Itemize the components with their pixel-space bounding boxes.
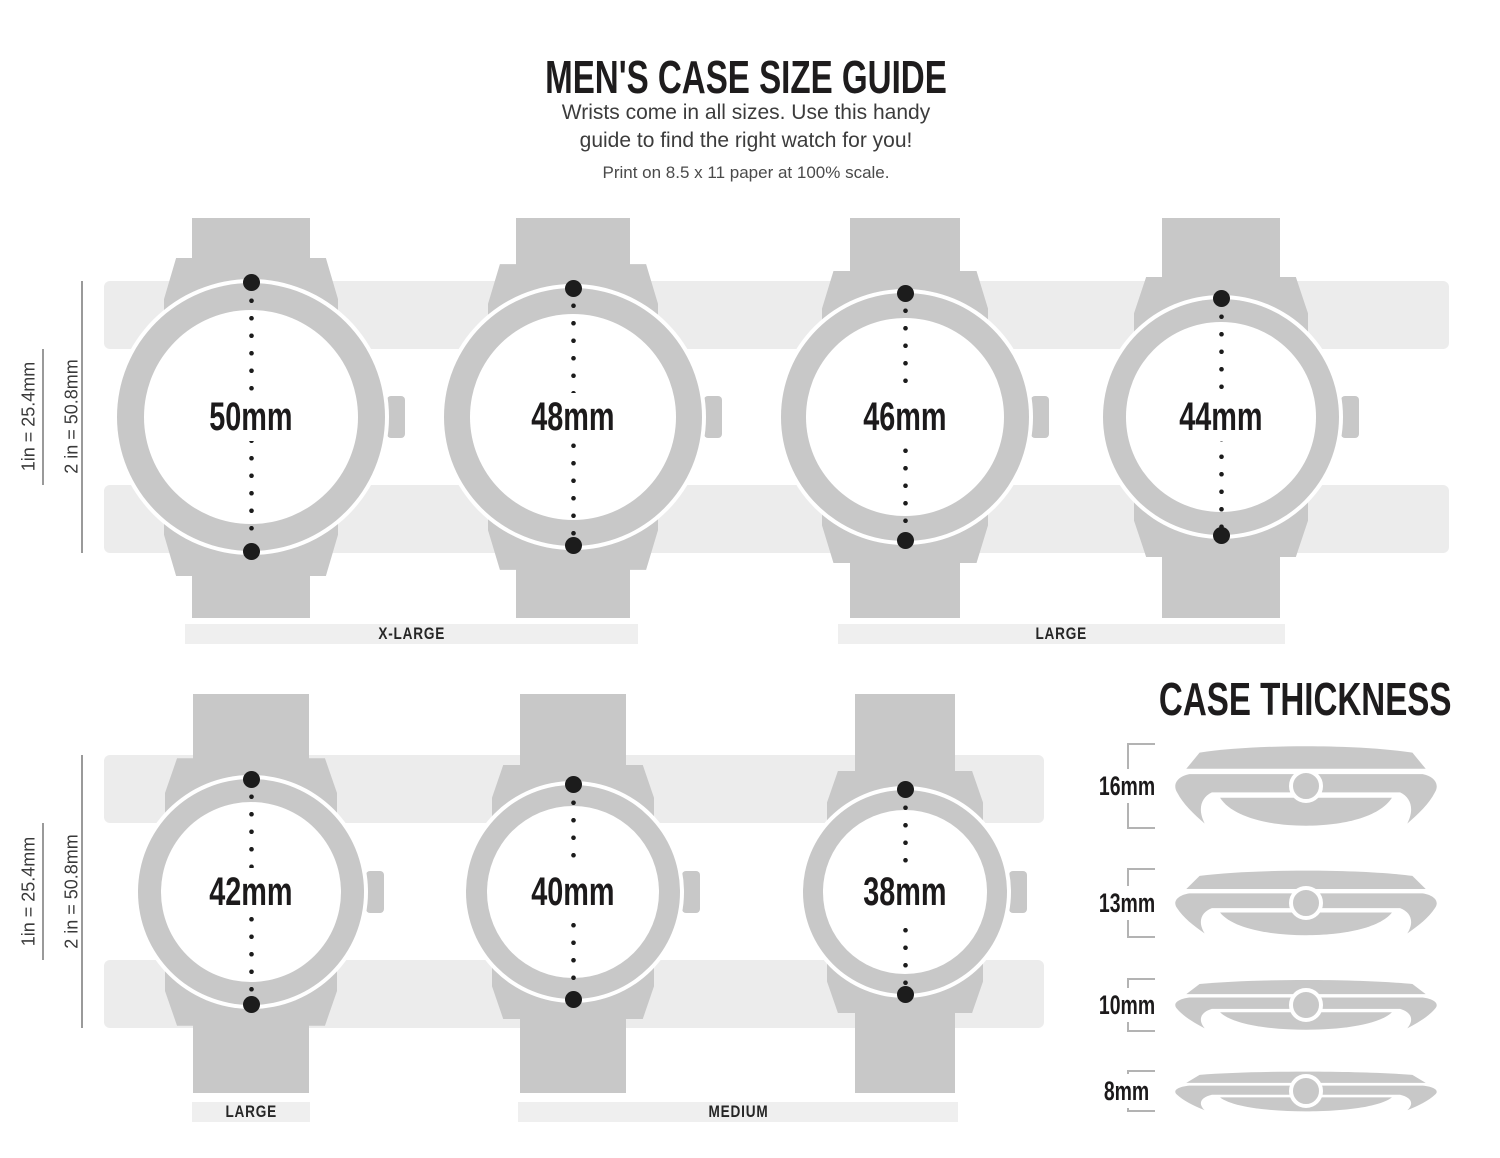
watch-crown bbox=[703, 396, 722, 438]
diameter-end-dot bbox=[896, 532, 914, 550]
case-side-profile bbox=[1173, 868, 1439, 938]
case-profile-svg bbox=[1175, 870, 1437, 936]
watch-crown bbox=[682, 871, 701, 913]
case-size-label-text: 46mm bbox=[863, 394, 947, 439]
group-label-bar: LARGE bbox=[192, 1102, 310, 1122]
page-title: MEN'S CASE SIZE GUIDE bbox=[0, 50, 1492, 104]
subtitle-line-1: Wrists come in all sizes. Use this handy bbox=[561, 101, 931, 124]
diameter-end-dot bbox=[564, 279, 582, 297]
case-size-label-text: 38mm bbox=[863, 869, 947, 914]
thickness-label: 16mm bbox=[1079, 769, 1175, 803]
case-size-label: 42mm bbox=[193, 868, 309, 916]
diameter-end-dot bbox=[564, 537, 582, 555]
case-thickness-title: CASE THICKNESS bbox=[1090, 672, 1500, 726]
group-label-bar: MEDIUM bbox=[518, 1102, 958, 1122]
one-inch-label: 1in = 25.4mm bbox=[18, 836, 39, 947]
one-inch-measure-line bbox=[42, 349, 44, 485]
diameter-end-dot bbox=[242, 274, 260, 292]
case-size-label: 48mm bbox=[515, 393, 631, 441]
profile-crown-circle bbox=[1289, 1074, 1323, 1108]
print-note: Print on 8.5 x 11 paper at 100% scale. bbox=[602, 163, 890, 182]
thickness-label-text: 8mm bbox=[1104, 1076, 1150, 1106]
watch-crown bbox=[1009, 871, 1028, 913]
group-label-text: LARGE bbox=[225, 1102, 277, 1121]
diameter-end-dot bbox=[1212, 290, 1230, 308]
two-inch-label: 2 in = 50.8mm bbox=[61, 359, 82, 474]
watch-crown bbox=[365, 871, 384, 913]
watch-crown bbox=[387, 396, 406, 438]
diameter-end-dot bbox=[1212, 526, 1230, 544]
group-label-text: X-LARGE bbox=[378, 624, 445, 643]
subtitle-line-2: guide to find the right watch for you! bbox=[579, 129, 913, 152]
case-profile-svg bbox=[1175, 746, 1437, 826]
diameter-end-dot bbox=[242, 770, 260, 788]
group-label-text: MEDIUM bbox=[708, 1102, 768, 1121]
one-inch-measure-line bbox=[42, 823, 44, 960]
group-label-bar: X-LARGE bbox=[185, 624, 638, 644]
thickness-label: 10mm bbox=[1079, 988, 1175, 1022]
one-inch-label: 1in = 25.4mm bbox=[18, 361, 39, 472]
case-size-label-text: 42mm bbox=[209, 869, 293, 914]
thickness-label: 13mm bbox=[1079, 886, 1175, 920]
case-size-label: 38mm bbox=[847, 868, 963, 916]
thickness-label-text: 10mm bbox=[1098, 990, 1156, 1020]
two-inch-measure-line bbox=[81, 755, 83, 1028]
profile-crown-circle bbox=[1289, 988, 1323, 1022]
case-size-label: 50mm bbox=[193, 393, 309, 441]
diameter-end-dot bbox=[564, 776, 582, 794]
watch-crown bbox=[1341, 396, 1360, 438]
diameter-end-dot bbox=[242, 996, 260, 1014]
thickness-label: 8mm bbox=[1079, 1074, 1175, 1108]
case-size-label-text: 44mm bbox=[1179, 394, 1263, 439]
diameter-end-dot bbox=[896, 284, 914, 302]
diameter-end-dot bbox=[896, 781, 914, 799]
case-thickness-title-text: CASE THICKNESS bbox=[1158, 673, 1452, 725]
thickness-label-text: 13mm bbox=[1098, 888, 1156, 918]
two-inch-measure-line bbox=[81, 281, 83, 553]
case-size-label: 40mm bbox=[515, 868, 631, 916]
case-size-label-text: 50mm bbox=[209, 394, 293, 439]
profile-crown-circle bbox=[1289, 769, 1323, 803]
case-size-label: 44mm bbox=[1163, 393, 1279, 441]
watch-crown bbox=[1030, 396, 1049, 438]
profile-crown-circle bbox=[1289, 886, 1323, 920]
case-size-label-text: 48mm bbox=[531, 394, 615, 439]
case-side-profile bbox=[1173, 743, 1439, 829]
diameter-end-dot bbox=[242, 542, 260, 560]
group-label-text: LARGE bbox=[1035, 624, 1088, 643]
page-title-text: MEN'S CASE SIZE GUIDE bbox=[545, 51, 947, 103]
diameter-end-dot bbox=[564, 990, 582, 1008]
case-size-label: 46mm bbox=[847, 393, 963, 441]
diameter-end-dot bbox=[896, 985, 914, 1003]
thickness-label-text: 16mm bbox=[1098, 771, 1156, 801]
group-label-bar: LARGE bbox=[838, 624, 1285, 644]
two-inch-label: 2 in = 50.8mm bbox=[61, 834, 82, 949]
case-size-label-text: 40mm bbox=[531, 869, 615, 914]
